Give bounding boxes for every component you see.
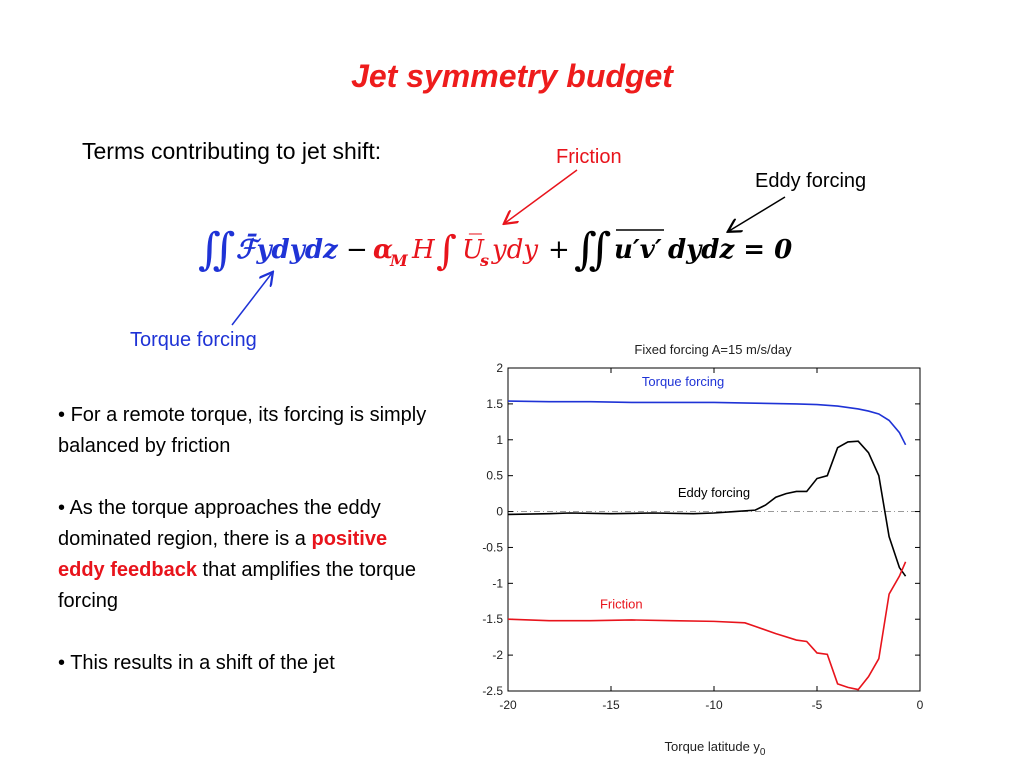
slide-title: Jet symmetry budget (351, 58, 673, 94)
y-tick-label: -2.5 (482, 684, 503, 698)
plus-sign: + (548, 235, 570, 265)
eddy-arrow (729, 196, 786, 231)
series-label: Torque forcing (642, 374, 724, 389)
alpha-symbol: α (373, 235, 393, 265)
torque-term: ℱ̄ydydz (236, 233, 339, 265)
U-symbol: U̅ (462, 233, 485, 265)
x-axis-label-text: Torque latitude y (665, 739, 761, 754)
U-subscript: s (479, 251, 489, 270)
x-axis-label: Torque latitude y0 (665, 739, 766, 758)
y-tick-label: -2 (492, 648, 503, 662)
y-tick-label: -0.5 (482, 540, 503, 554)
chart-title: Fixed forcing A=15 m/s/day (634, 342, 792, 357)
bullet-list: • For a remote torque, its forcing is si… (58, 400, 438, 710)
y-tick-label: 1 (496, 433, 503, 447)
budget-chart: Fixed forcing A=15 m/s/day -20 -15 -10 -5 02… (482, 342, 924, 758)
bullet-1-text: For a remote torque, its forcing is simp… (58, 404, 427, 457)
plot-frame (507, 367, 921, 692)
budget-equation: ∬ ℱ̄ydydz − α M H ∫ U̅ s ydy + ∬ u′v′ dy… (198, 224, 792, 275)
double-integral-1: ∬ (198, 224, 235, 275)
bullet-3: • This results in a shift of the jet (58, 652, 335, 674)
bullet-2-text: As the torque approaches the eddy domina… (58, 497, 381, 550)
single-integral: ∫ (436, 228, 457, 274)
x-axis-label-subscript: 0 (760, 747, 766, 758)
series-label: Friction (600, 596, 643, 611)
bullet-2: • As the torque approaches the eddy domi… (58, 497, 416, 612)
bullet-2-emphasis: positive eddy feedback (58, 528, 388, 581)
double-integral-2: ∬ (574, 224, 611, 275)
x-tick-label: -5 (812, 698, 823, 712)
series-label: Eddy forcing (678, 485, 750, 500)
torque-arrow (231, 273, 272, 326)
bullet-3-text: This results in a shift of the jet (70, 652, 335, 674)
series-line-torque-forcing (507, 400, 907, 446)
y-tick-label: -1.5 (482, 612, 503, 626)
torque-annotation: Torque forcing (130, 329, 257, 351)
minus-sign: − (346, 235, 368, 265)
eddy-term-rest: dydz = 0 (668, 235, 792, 265)
y-tick-label: -1 (492, 576, 503, 590)
bullet-1: • For a remote torque, its forcing is si… (58, 404, 427, 457)
eddy-term: u′v′ (614, 235, 662, 265)
y-tick-label: 2 (496, 361, 503, 375)
bullet-2-text-end: that amplifies the torque forcing (58, 559, 416, 612)
friction-arrow (505, 169, 578, 223)
H-symbol: H (411, 235, 436, 265)
friction-annotation: Friction (556, 146, 622, 168)
eddy-annotation: Eddy forcing (755, 170, 867, 192)
y-tick-label: 0 (496, 505, 503, 519)
x-tick-label: -20 (499, 698, 517, 712)
alpha-subscript: M (389, 251, 409, 270)
y-tick-label: 1.5 (486, 397, 503, 411)
x-tick-label: 0 (917, 698, 924, 712)
y-tick-label: 0.5 (486, 469, 503, 483)
friction-term-rest: ydy (491, 235, 538, 265)
intro-text: Terms contributing to jet shift: (82, 138, 382, 164)
x-tick-label: -10 (705, 698, 723, 712)
series-line-eddy-forcing (507, 440, 907, 577)
x-tick-label: -15 (602, 698, 620, 712)
series-line-friction (507, 561, 907, 691)
